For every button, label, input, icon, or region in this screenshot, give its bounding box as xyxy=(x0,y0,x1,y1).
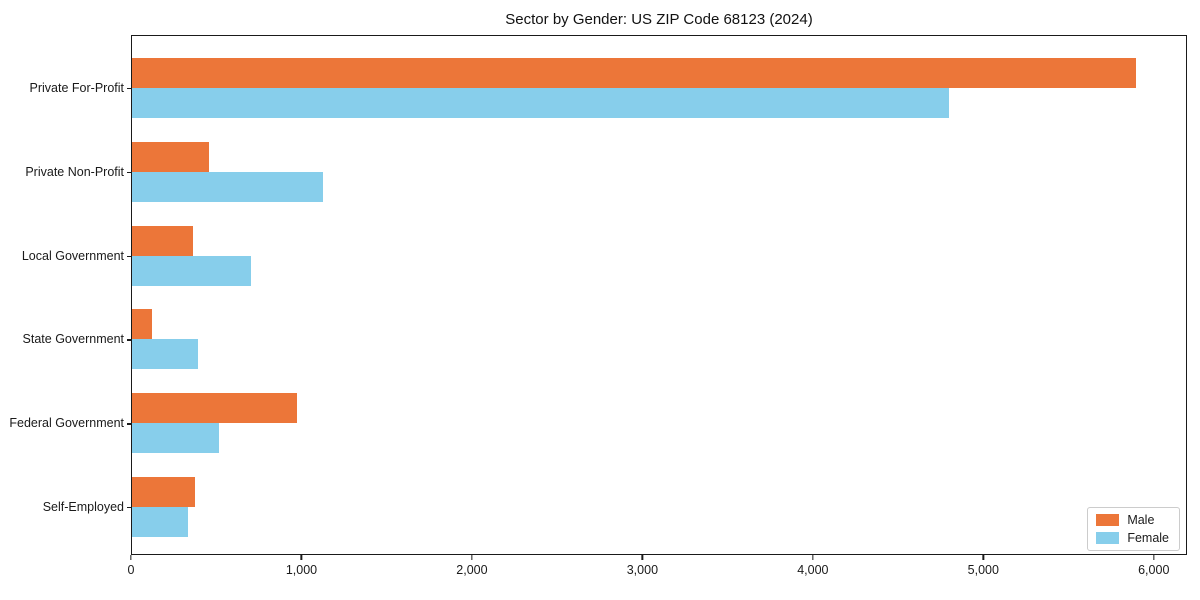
bar-male xyxy=(132,309,153,340)
bar-female xyxy=(132,423,219,454)
y-axis-tick xyxy=(127,87,132,90)
x-axis-tick-label: 4,000 xyxy=(797,563,829,577)
x-axis-tick xyxy=(1153,555,1155,560)
legend-item-female: Female xyxy=(1096,530,1169,545)
x-axis-tick xyxy=(641,555,644,560)
y-axis-tick xyxy=(127,339,132,341)
legend: Male Female xyxy=(1087,507,1180,551)
bar-group: Self-Employed xyxy=(43,465,1186,549)
x-axis: 0 1,000 2,000 3,000 4,000 5,000 6,000 xyxy=(127,555,1187,585)
y-axis-label: Federal Government xyxy=(9,416,124,431)
x-axis-tick xyxy=(130,555,132,560)
bar-group: Private For-Profit xyxy=(30,46,1186,130)
bar-male xyxy=(132,225,194,256)
y-axis-tick xyxy=(127,171,132,174)
bar-group: Private Non-Profit xyxy=(25,130,1186,214)
x-axis-tick xyxy=(812,555,814,560)
bar-group: Federal Government xyxy=(9,381,1186,465)
legend-label-female: Female xyxy=(1127,530,1169,545)
bar-female xyxy=(132,507,189,538)
y-axis-label: Self-Employed xyxy=(42,500,124,515)
y-axis-tick xyxy=(127,255,132,257)
bar-female xyxy=(132,87,949,118)
legend-item-male: Male xyxy=(1096,514,1169,527)
bar-female xyxy=(132,171,323,202)
bar-male xyxy=(132,393,298,424)
bar-male xyxy=(132,57,1136,88)
legend-label-male: Male xyxy=(1127,513,1155,527)
bar-male xyxy=(132,477,195,508)
y-axis-label: Private For-Profit xyxy=(29,80,124,95)
bar-female xyxy=(132,255,252,286)
x-axis-tick-label: 0 xyxy=(127,563,135,577)
bar-groups-container: Private For-Profit Private Non-Profit Loca… xyxy=(9,36,1186,554)
bar-group: State Government xyxy=(23,297,1186,381)
y-axis-tick xyxy=(127,423,132,425)
bar-group: Local Government xyxy=(22,214,1186,298)
bar-female xyxy=(132,339,199,370)
x-axis-tick xyxy=(471,555,473,560)
chart-title: Sector by Gender: US ZIP Code 68123 (202… xyxy=(505,11,813,28)
bar-male xyxy=(132,141,209,172)
x-axis-tick-label: 3,000 xyxy=(626,563,659,577)
x-axis-tick-label: 5,000 xyxy=(967,563,999,577)
male-series-swatch xyxy=(1096,514,1120,527)
female-series-swatch xyxy=(1096,531,1120,544)
y-axis-label: State Government xyxy=(22,332,124,347)
y-axis-label: Private Non-Profit xyxy=(25,164,124,179)
plot-area: Private For-Profit Private Non-Profit Loca… xyxy=(9,35,1187,555)
x-axis-tick xyxy=(300,555,303,560)
x-axis-tick-label: 2,000 xyxy=(456,563,488,577)
y-axis-tick xyxy=(127,507,132,509)
y-axis-label: Local Government xyxy=(21,248,124,263)
x-axis-tick xyxy=(982,555,984,560)
x-axis-tick-label: 1,000 xyxy=(285,563,318,577)
x-axis-tick-label: 6,000 xyxy=(1138,563,1170,577)
